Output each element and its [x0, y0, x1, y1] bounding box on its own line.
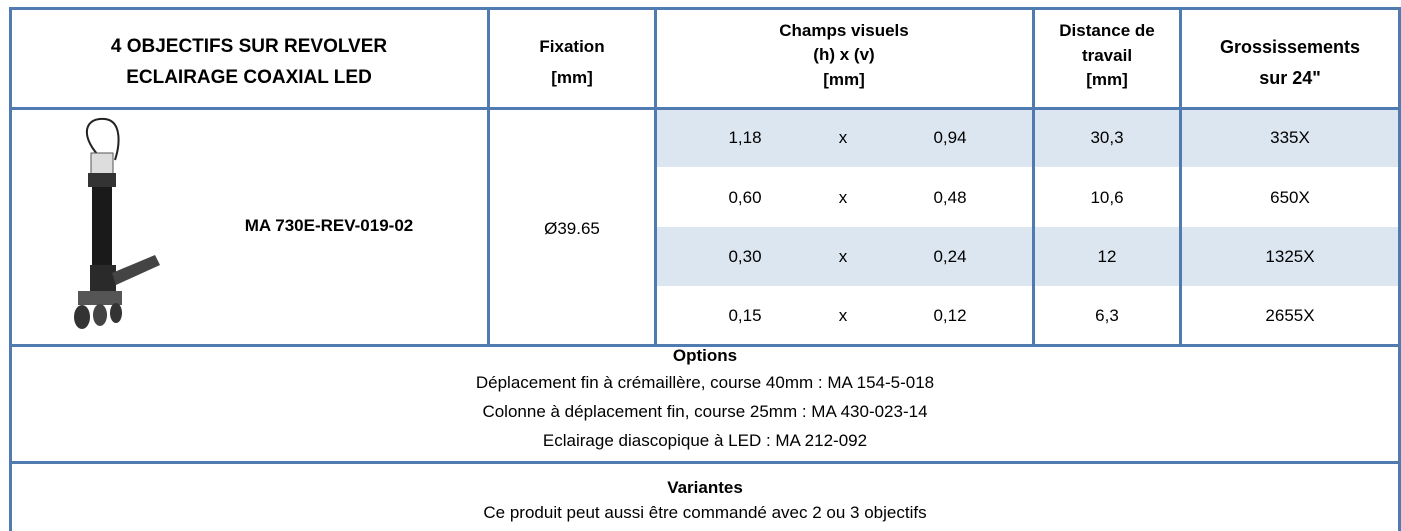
field-x: x: [810, 128, 876, 148]
field-x: x: [810, 306, 876, 326]
variant-item: Ce produit peut aussi être commandé avec…: [12, 503, 1398, 523]
field-h: 0,15: [700, 306, 790, 326]
magnification: 1325X: [1182, 247, 1398, 267]
header-text: [mm]: [1035, 70, 1179, 90]
field-v: 0,24: [905, 247, 995, 267]
border: [1179, 7, 1182, 347]
field-x: x: [810, 188, 876, 208]
field-v: 0,48: [905, 188, 995, 208]
border: [10, 461, 1401, 464]
distance: 6,3: [1035, 306, 1179, 326]
magnification: 2655X: [1182, 306, 1398, 326]
magnification: 335X: [1182, 128, 1398, 148]
border: [10, 7, 1401, 10]
field-h: 0,60: [700, 188, 790, 208]
field-x: x: [810, 247, 876, 267]
border: [487, 7, 490, 347]
fixation: Ø39.65: [490, 219, 654, 239]
option-item: Déplacement fin à crémaillère, course 40…: [12, 373, 1398, 393]
field-v: 0,12: [905, 306, 995, 326]
header-text: [mm]: [657, 70, 1031, 90]
distance: 30,3: [1035, 128, 1179, 148]
option-item: Colonne à déplacement fin, course 25mm :…: [12, 402, 1398, 422]
header-text: (h) x (v): [657, 45, 1031, 65]
distance: 10,6: [1035, 188, 1179, 208]
border: [10, 107, 1401, 110]
field-h: 1,18: [700, 128, 790, 148]
header-text: [mm]: [490, 68, 654, 88]
header-text: ECLAIRAGE COAXIAL LED: [12, 68, 486, 88]
header-text: 4 OBJECTIFS SUR REVOLVER: [12, 37, 486, 57]
product-image: [60, 115, 170, 335]
header-text: Fixation: [490, 37, 654, 57]
field-v: 0,94: [905, 128, 995, 148]
header-text: travail: [1035, 46, 1179, 66]
header-text: Grossissements: [1182, 37, 1398, 57]
magnification: 650X: [1182, 188, 1398, 208]
section-title: Variantes: [12, 478, 1398, 498]
header-text: Distance de: [1035, 21, 1179, 41]
model: MA 730E-REV-019-02: [170, 216, 488, 236]
field-h: 0,30: [700, 247, 790, 267]
option-item: Eclairage diascopique à LED : MA 212-092: [12, 431, 1398, 451]
section-title: Options: [12, 346, 1398, 366]
header-text: Champs visuels: [657, 21, 1031, 41]
page: 4 OBJECTIFS SUR REVOLVER ECLAIRAGE COAXI…: [0, 0, 1401, 531]
distance: 12: [1035, 247, 1179, 267]
header-text: sur 24": [1182, 68, 1398, 88]
